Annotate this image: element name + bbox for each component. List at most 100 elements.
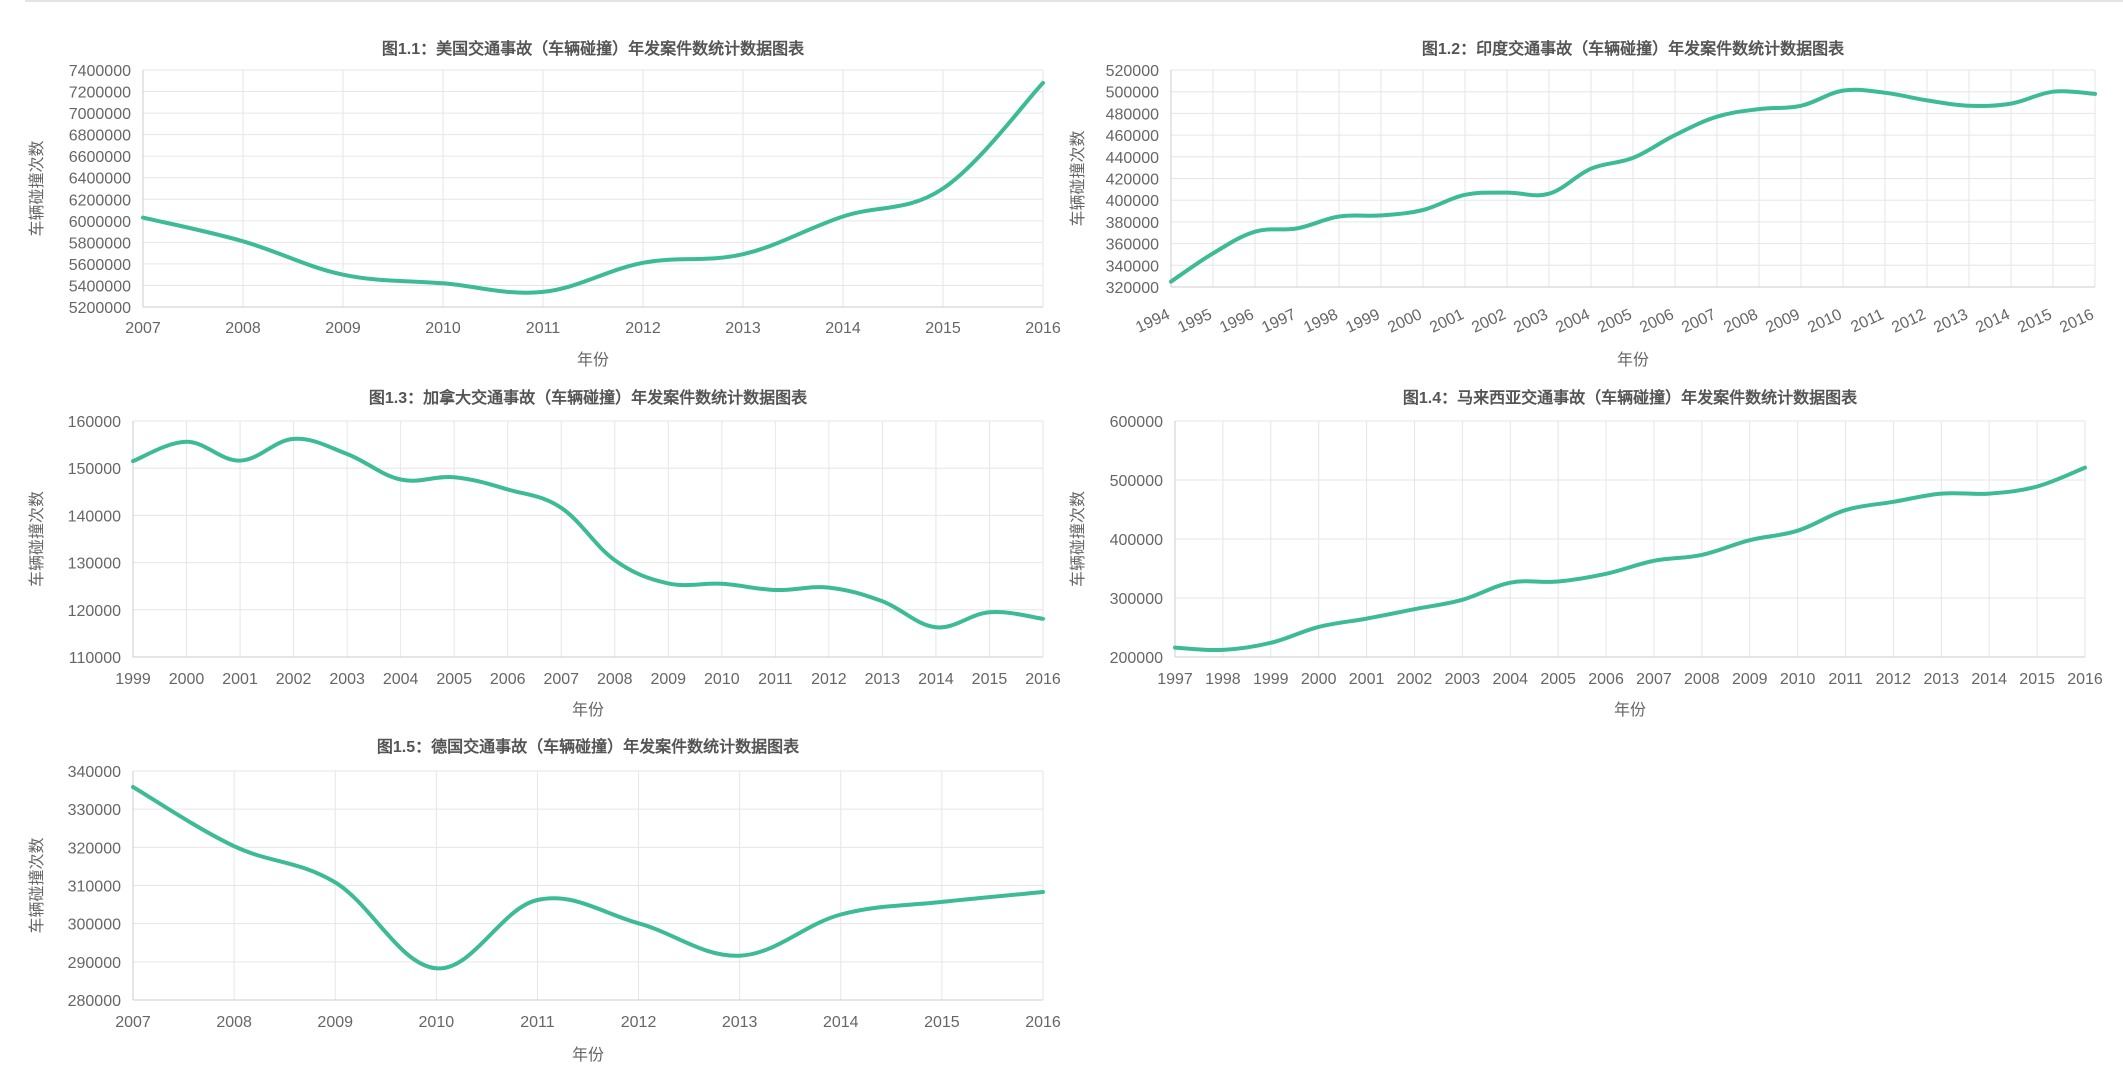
- data-point[interactable]: 2016: 521000: [2079, 462, 2091, 474]
- data-point[interactable]: 2016: 7280000: [1037, 77, 1049, 89]
- data-point[interactable]: 2008: 373000: [1696, 549, 1708, 561]
- data-point[interactable]: 2004: 429000: [1585, 163, 1597, 175]
- data-point[interactable]: 1997: 374000: [1291, 222, 1303, 234]
- data-point[interactable]: 2006: 145500: [502, 483, 514, 495]
- data-point[interactable]: 2014: 302400: [835, 909, 847, 921]
- data-point[interactable]: 2010: 501000: [1837, 85, 1849, 97]
- x-tick-label: 2007: [543, 671, 579, 688]
- data-point[interactable]: 2001: 151600: [234, 455, 246, 467]
- data-point[interactable]: 2004: 326000: [1504, 577, 1516, 589]
- data-point[interactable]: 2003: 297000: [1456, 594, 1468, 606]
- data-point[interactable]: 2006: 341000: [1600, 568, 1612, 580]
- data-point[interactable]: 2011: 306200: [531, 894, 543, 906]
- data-point[interactable]: 1998: 385000: [1333, 210, 1345, 222]
- data-point[interactable]: 2016: 308300: [1037, 886, 1049, 898]
- x-tick-label: 2014: [825, 320, 861, 337]
- data-point[interactable]: 2008: 484000: [1753, 103, 1765, 115]
- data-point[interactable]: 2005: 328000: [1552, 575, 1564, 587]
- data-point[interactable]: 2010: 5420000: [437, 277, 449, 289]
- y-tick-label: 400000: [1106, 193, 1159, 210]
- data-point[interactable]: 2014: 116300: [930, 621, 942, 633]
- data-point[interactable]: 1999: 151500: [127, 455, 139, 467]
- x-tick-label: 1998: [1205, 671, 1241, 688]
- x-tick-label: 2011: [526, 320, 561, 337]
- data-point[interactable]: 2013: 5690000: [737, 248, 749, 260]
- data-point[interactable]: 2000: 251000: [1313, 621, 1325, 633]
- data-point[interactable]: 1995: 351000: [1207, 247, 1219, 259]
- data-point[interactable]: 2011: 124200: [769, 584, 781, 596]
- data-point[interactable]: 2000: 155600: [181, 436, 193, 448]
- data-point[interactable]: 2012: 5610000: [637, 257, 649, 269]
- data-point[interactable]: 2016: 498000: [2089, 88, 2101, 100]
- data-point[interactable]: 1999: 386000: [1375, 209, 1387, 221]
- data-point[interactable]: 2005: 439000: [1627, 152, 1639, 164]
- data-point[interactable]: 2013: 121800: [876, 595, 888, 607]
- y-tick-label: 6000000: [69, 214, 131, 231]
- data-point[interactable]: 2012: 124700: [823, 582, 835, 594]
- y-tick-label: 460000: [1106, 128, 1159, 145]
- data-point[interactable]: 2015: 500000: [2047, 86, 2059, 98]
- data-point[interactable]: 2009: 487000: [1795, 100, 1807, 112]
- y-tick-label: 7200000: [69, 85, 131, 102]
- data-point[interactable]: 2009: 310800: [329, 876, 341, 888]
- data-point[interactable]: 2011: 449000: [1840, 504, 1852, 516]
- data-point[interactable]: 2000: 391000: [1417, 204, 1429, 216]
- data-point[interactable]: 2007: 477000: [1711, 111, 1723, 123]
- x-tick-label: 2013: [1924, 671, 1960, 688]
- data-point[interactable]: 2008: 5810000: [237, 235, 249, 247]
- data-point[interactable]: 1998: 212000: [1217, 644, 1229, 656]
- data-point[interactable]: 2007: 6030000: [137, 212, 149, 224]
- x-tick-label: 2007: [1636, 671, 1672, 688]
- data-point[interactable]: 2014: 477000: [1983, 488, 1995, 500]
- data-point[interactable]: 2013: 291600: [734, 950, 746, 962]
- data-point[interactable]: 2003: 406000: [1543, 188, 1555, 200]
- data-point[interactable]: 2015: 489000: [2031, 480, 2043, 492]
- x-tick-label: 2014: [1971, 671, 2007, 688]
- x-tick-label: 2012: [625, 320, 661, 337]
- data-point[interactable]: 2013: 477000: [1935, 488, 1947, 500]
- data-point[interactable]: 2001: 265000: [1361, 613, 1373, 625]
- data-point[interactable]: 1994: 325000: [1165, 276, 1177, 288]
- data-point[interactable]: 2007: 363000: [1648, 555, 1660, 567]
- data-point[interactable]: 2009: 398000: [1744, 534, 1756, 546]
- data-point[interactable]: 2009: 5500000: [337, 269, 349, 281]
- data-point[interactable]: 2013: 487000: [1963, 100, 1975, 112]
- data-point[interactable]: 2006: 460000: [1669, 129, 1681, 141]
- data-point[interactable]: 2001: 405000: [1459, 189, 1471, 201]
- data-point[interactable]: 2009: 125600: [662, 577, 674, 589]
- data-point[interactable]: 2011: 499000: [1879, 87, 1891, 99]
- data-point[interactable]: 2012: 463000: [1887, 496, 1899, 508]
- data-point[interactable]: 2010: 288300: [430, 962, 442, 974]
- data-point[interactable]: 2005: 148100: [448, 471, 460, 483]
- chart-title: 图1.1：美国交通事故（车辆碰撞）年发案件数统计数据图表: [382, 39, 805, 58]
- data-point[interactable]: 2012: 492000: [1921, 94, 1933, 106]
- data-point[interactable]: 2014: 6040000: [837, 211, 849, 223]
- data-point[interactable]: 2012: 300100: [633, 917, 645, 929]
- x-tick-label: 2006: [1588, 671, 1624, 688]
- data-point[interactable]: 2007: 335800: [127, 781, 139, 793]
- data-point[interactable]: 2008: 130500: [609, 554, 621, 566]
- data-point[interactable]: 2002: 156200: [288, 433, 300, 445]
- data-point[interactable]: 2011: 5340000: [537, 286, 549, 298]
- data-point[interactable]: 2008: 320300: [228, 840, 240, 852]
- data-point[interactable]: 2015: 6300000: [937, 183, 949, 195]
- data-point[interactable]: 2015: 305700: [936, 896, 948, 908]
- y-tick-label: 130000: [68, 556, 121, 573]
- data-point[interactable]: 2002: 407000: [1501, 187, 1513, 199]
- data-point[interactable]: 2010: 125500: [716, 578, 728, 590]
- data-point[interactable]: 2014: 489000: [2005, 98, 2017, 110]
- data-point[interactable]: 2003: 153000: [341, 448, 353, 460]
- data-point[interactable]: 2002: 281000: [1408, 603, 1420, 615]
- data-point[interactable]: 2004: 147600: [395, 474, 407, 486]
- data-point[interactable]: 2010: 414000: [1792, 525, 1804, 537]
- data-point[interactable]: 2007: 141600: [555, 502, 567, 514]
- y-axis-label: 车辆碰撞次数: [28, 491, 46, 587]
- x-tick-label: 2004: [383, 671, 419, 688]
- data-point[interactable]: 1996: 371000: [1249, 226, 1261, 238]
- data-point[interactable]: 1997: 216000: [1169, 642, 1181, 654]
- data-point[interactable]: 1999: 224000: [1265, 637, 1277, 649]
- y-tick-label: 300000: [68, 917, 121, 934]
- x-tick-label: 2006: [1637, 306, 1677, 336]
- data-point[interactable]: 2016: 118100: [1037, 613, 1049, 625]
- data-point[interactable]: 2015: 119500: [983, 606, 995, 618]
